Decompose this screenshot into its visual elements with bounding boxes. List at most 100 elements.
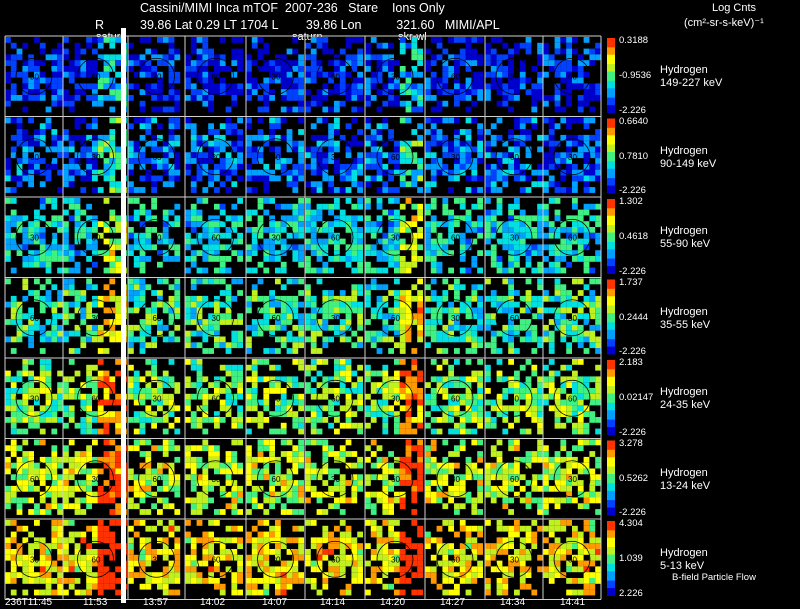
heatmap-cell bbox=[508, 227, 514, 233]
heatmap-cell bbox=[196, 330, 203, 337]
heatmap-cell bbox=[196, 422, 203, 429]
heatmap-cell bbox=[322, 480, 329, 486]
heatmap-cell bbox=[257, 227, 264, 233]
colorbar-segment bbox=[607, 215, 615, 219]
heatmap-cell bbox=[485, 227, 491, 233]
heatmap-cell bbox=[202, 54, 209, 61]
heatmap-cell bbox=[225, 290, 232, 296]
heatmap-cell bbox=[190, 95, 197, 101]
heatmap-cell bbox=[339, 324, 346, 331]
heatmap-cell bbox=[394, 146, 400, 153]
heatmap-cell bbox=[465, 158, 472, 164]
heatmap-cell bbox=[543, 215, 549, 222]
heatmap-cell bbox=[425, 422, 431, 429]
heatmap-cell bbox=[345, 370, 352, 377]
colorbar-segment bbox=[607, 400, 615, 404]
colorbar-segment bbox=[607, 38, 615, 41]
heatmap-cell bbox=[388, 468, 394, 475]
units-line-2: (cm²-sr-s-keV)⁻¹ bbox=[684, 17, 764, 29]
heatmap-cell bbox=[436, 462, 443, 469]
heatmap-cell bbox=[133, 83, 140, 90]
heatmap-cell bbox=[115, 301, 121, 308]
heatmap-cell bbox=[465, 140, 472, 147]
heatmap-cell bbox=[417, 324, 423, 331]
heatmap-cell bbox=[162, 146, 169, 153]
heatmap-cell bbox=[322, 267, 329, 274]
heatmap-cell bbox=[133, 417, 140, 423]
heatmap-cell bbox=[286, 295, 293, 302]
heatmap-cell bbox=[280, 324, 287, 331]
heatmap-cell bbox=[508, 497, 514, 504]
heatmap-cell bbox=[275, 301, 281, 308]
heatmap-cell bbox=[525, 330, 532, 337]
heatmap-cell bbox=[454, 158, 460, 164]
heatmap-cell bbox=[128, 250, 134, 256]
heatmap-cell bbox=[448, 405, 454, 412]
heatmap-cell bbox=[128, 290, 134, 296]
heatmap-cell bbox=[519, 209, 526, 216]
heatmap-cell bbox=[560, 71, 567, 78]
heatmap-cell bbox=[310, 313, 317, 320]
heatmap-cell bbox=[208, 77, 214, 84]
heatmap-cell bbox=[411, 66, 418, 72]
heatmap-cell bbox=[280, 439, 287, 446]
heatmap-cell bbox=[485, 71, 491, 78]
heatmap-cell bbox=[219, 313, 226, 320]
heatmap-cell bbox=[168, 468, 175, 475]
heatmap-cell bbox=[543, 169, 549, 176]
heatmap-cell bbox=[583, 428, 590, 435]
heatmap-cell bbox=[251, 474, 258, 481]
heatmap-cell bbox=[151, 313, 157, 320]
heatmap-cell bbox=[339, 359, 346, 365]
heatmap-cell bbox=[80, 313, 87, 320]
heatmap-cell bbox=[63, 485, 69, 492]
heatmap-cell bbox=[514, 301, 520, 308]
heatmap-cell bbox=[45, 468, 52, 475]
heatmap-cell bbox=[103, 71, 110, 78]
heatmap-cell bbox=[190, 42, 197, 49]
heatmap-cell bbox=[208, 227, 214, 233]
heatmap-cell bbox=[595, 393, 601, 400]
heatmap-cell bbox=[63, 468, 69, 475]
heatmap-cell bbox=[411, 359, 418, 365]
heatmap-cell bbox=[316, 267, 323, 274]
heatmap-cell bbox=[370, 71, 377, 78]
heatmap-cell bbox=[115, 313, 121, 320]
heatmap-cell bbox=[328, 313, 334, 320]
heatmap-cell bbox=[202, 89, 209, 95]
heatmap-cell bbox=[442, 439, 449, 446]
heatmap-cell bbox=[68, 106, 75, 113]
contour-arc bbox=[316, 138, 354, 176]
heatmap-cell bbox=[22, 428, 29, 435]
heatmap-cell bbox=[448, 376, 454, 383]
colorbar-segment bbox=[607, 249, 615, 252]
heatmap-cell bbox=[97, 42, 104, 49]
heatmap-cell bbox=[269, 71, 275, 78]
heatmap-cell bbox=[425, 330, 431, 337]
heatmap-cell bbox=[80, 169, 87, 176]
heatmap-cell bbox=[430, 77, 437, 84]
heatmap-cell bbox=[566, 66, 572, 72]
heatmap-cell bbox=[519, 42, 526, 49]
heatmap-cell bbox=[345, 324, 352, 331]
heatmap-cell bbox=[57, 456, 63, 463]
heatmap-cell bbox=[263, 66, 270, 72]
heatmap-cell bbox=[257, 278, 264, 285]
heatmap-cell bbox=[425, 491, 431, 498]
heatmap-cell bbox=[365, 221, 371, 227]
heatmap-cell bbox=[51, 417, 58, 423]
heatmap-cell bbox=[22, 417, 29, 423]
heatmap-cell bbox=[219, 232, 226, 239]
heatmap-cell bbox=[269, 250, 275, 256]
heatmap-cell bbox=[485, 399, 491, 406]
heatmap-cell bbox=[417, 417, 423, 423]
heatmap-cell bbox=[292, 256, 299, 262]
heatmap-cell bbox=[185, 123, 191, 130]
heatmap-cell bbox=[280, 405, 287, 412]
heatmap-cell bbox=[595, 417, 601, 423]
heatmap-cell bbox=[388, 54, 394, 61]
heatmap-cell bbox=[97, 100, 104, 107]
heatmap-cell bbox=[560, 290, 567, 296]
heatmap-cell bbox=[417, 163, 423, 170]
heatmap-cell bbox=[269, 324, 275, 331]
